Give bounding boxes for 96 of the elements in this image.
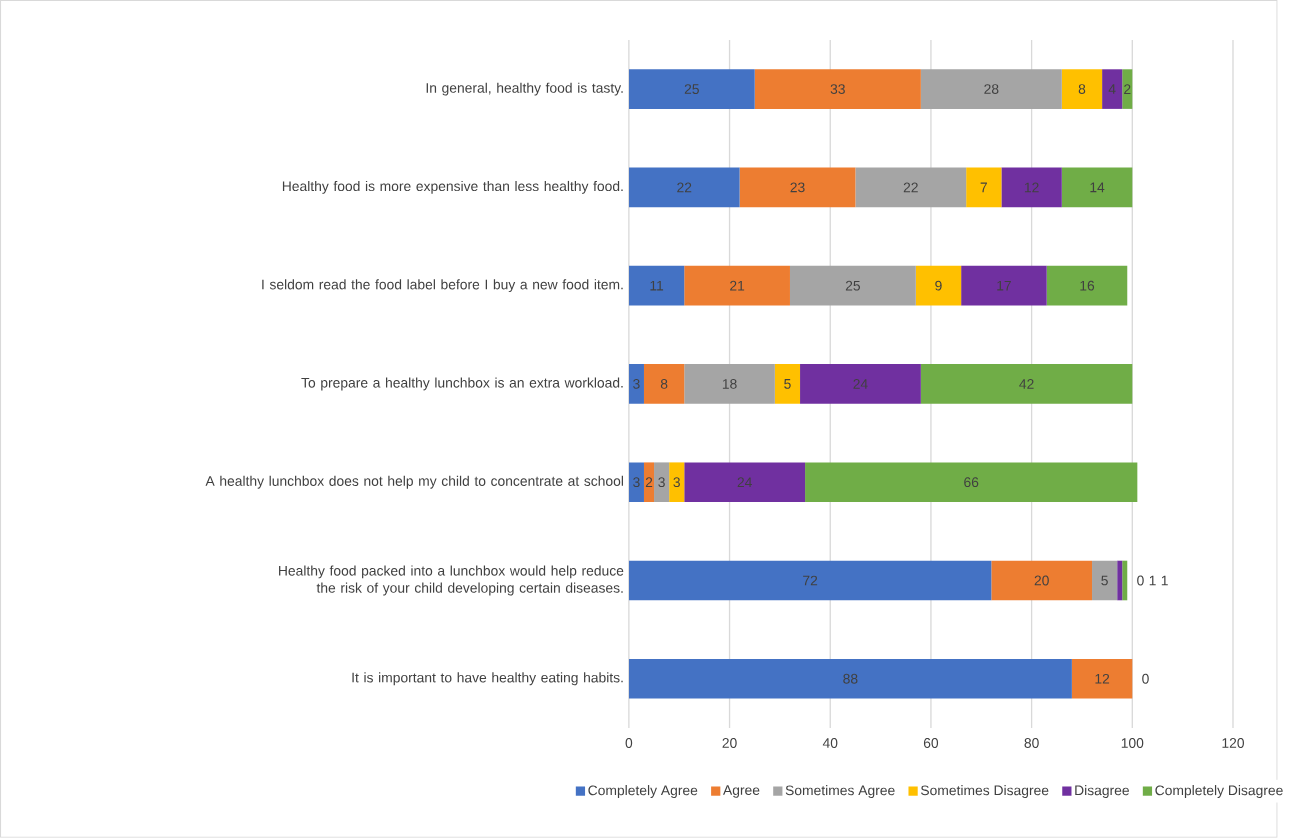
data-label: 21 <box>730 280 745 291</box>
bar <box>991 560 1093 601</box>
data-label: 2 <box>1124 84 1131 94</box>
data-label: 3 <box>633 379 640 389</box>
x-tick-label: 60 <box>923 738 939 748</box>
bar <box>1046 265 1128 306</box>
x-tick-label: 120 <box>1222 738 1244 748</box>
bar <box>628 69 755 109</box>
data-label: 3 <box>658 477 665 488</box>
data-label: 0 <box>1142 673 1149 684</box>
y-tick-label: To prepare a healthy lunchbox is an extra workload. <box>301 377 623 391</box>
data-label: 24 <box>737 477 752 488</box>
bar <box>789 265 916 306</box>
legend-label: Completely Agree <box>588 785 698 799</box>
bar <box>800 364 921 404</box>
data-label: 14 <box>1090 182 1105 193</box>
bar <box>920 364 1133 404</box>
y-tick-label: I seldom read the food label before I buy a new food item. <box>262 279 623 293</box>
bar <box>1122 560 1128 601</box>
bar <box>915 265 962 306</box>
legend-label: Sometimes Disagree <box>920 785 1049 799</box>
data-label: 16 <box>1080 280 1095 291</box>
data-label: 20 <box>1034 575 1049 586</box>
data-label: 5 <box>784 379 791 389</box>
bar <box>684 265 790 306</box>
data-label: 4 <box>1108 84 1116 94</box>
bar <box>961 265 1047 306</box>
bar <box>643 364 685 404</box>
bar <box>805 462 1138 503</box>
bar <box>628 659 1072 699</box>
bar <box>628 560 992 601</box>
bar <box>643 462 655 503</box>
x-tick-label: 40 <box>822 738 838 748</box>
bar <box>1061 167 1133 208</box>
data-label: 28 <box>984 84 999 95</box>
bar <box>1071 659 1133 699</box>
bar <box>1122 69 1133 109</box>
data-label: 2 <box>645 477 653 488</box>
y-tick-label: In general, healthy food is tasty. <box>426 82 623 96</box>
data-label: 23 <box>790 182 805 193</box>
data-label: 3 <box>633 477 640 488</box>
data-label: 33 <box>830 84 845 95</box>
x-tick-label: 100 <box>1121 738 1144 748</box>
bar <box>966 167 1002 208</box>
x-tick-label: 20 <box>722 738 737 748</box>
bar <box>654 462 670 503</box>
data-label: 88 <box>843 673 858 684</box>
bar <box>628 265 685 306</box>
bar <box>669 462 685 503</box>
data-label: 11 <box>650 280 664 291</box>
data-label: 25 <box>684 84 699 95</box>
legend-label: Sometimes Agree <box>785 785 895 799</box>
data-label: 12 <box>1095 674 1110 684</box>
bar <box>774 364 801 404</box>
data-label: 7 <box>980 182 987 193</box>
data-label: 22 <box>903 182 918 193</box>
bar <box>1001 167 1062 208</box>
bar <box>628 167 740 208</box>
legend-label: Completely Disagree <box>1155 785 1283 799</box>
data-label: 9 <box>935 280 942 291</box>
x-tick-label: 80 <box>1024 738 1039 748</box>
y-tick-label: It is important to have healthy eating habits. <box>352 672 623 686</box>
bar <box>684 462 806 503</box>
bar <box>1092 560 1118 601</box>
bar <box>684 364 775 404</box>
bar <box>1102 69 1123 109</box>
y-tick-label: Healthy food is more expensive than less healthy food. <box>282 180 623 194</box>
data-label: 12 <box>1024 182 1039 193</box>
data-label: 1 <box>1149 575 1156 586</box>
legend-label: Agree <box>723 785 760 798</box>
bar <box>1117 560 1123 601</box>
data-label: 24 <box>853 379 868 389</box>
y-tick-label: Healthy food packed into a lunchbox would help reduce the risk of your child developing certain diseases. <box>279 565 624 596</box>
data-label: 22 <box>677 182 692 193</box>
data-label: 66 <box>964 477 979 488</box>
bar <box>855 167 967 208</box>
data-label: 8 <box>660 379 668 389</box>
data-label: 3 <box>673 477 680 488</box>
data-label: 72 <box>803 575 818 586</box>
bar <box>739 167 856 208</box>
y-tick-label: A healthy lunchbox does not help my child to concentrate at school <box>205 475 623 489</box>
bar <box>1061 69 1103 109</box>
data-label: 1 <box>1161 575 1168 586</box>
legend-label: Disagree <box>1075 785 1129 799</box>
bar <box>628 462 644 503</box>
data-label: 42 <box>1019 379 1034 389</box>
bar <box>754 69 921 109</box>
bar <box>628 364 644 404</box>
data-label: 25 <box>845 280 861 291</box>
data-label: 5 <box>1101 575 1108 586</box>
data-label: 18 <box>722 379 737 389</box>
data-label: 17 <box>997 280 1011 291</box>
bar <box>920 69 1062 109</box>
data-label: 0 <box>1137 575 1144 586</box>
x-tick-label: 0 <box>625 738 633 748</box>
data-label: 8 <box>1078 84 1086 95</box>
